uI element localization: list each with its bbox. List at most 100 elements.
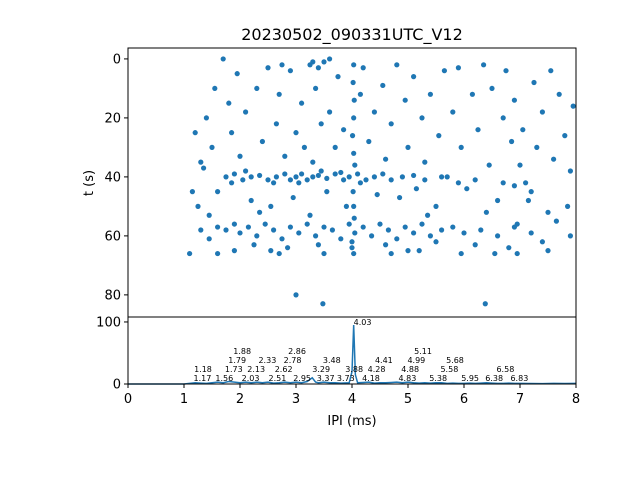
scatter-point [360, 224, 366, 230]
scatter-point [357, 180, 363, 186]
scatter-point [534, 144, 540, 151]
scatter-point [388, 250, 394, 257]
peak-label: 4.99 [407, 356, 425, 365]
scatter-point [327, 56, 333, 62]
scatter-point [226, 100, 232, 106]
peak-label: 4.88 [401, 365, 419, 374]
scatter-point [318, 168, 324, 174]
top-y-axis-label: t (s) [82, 170, 97, 196]
scatter-point [243, 109, 249, 115]
scatter-point [427, 233, 433, 239]
scatter-point [215, 224, 221, 230]
x-tick-label: 6 [460, 392, 468, 407]
scatter-point [268, 248, 274, 254]
scatter-point [192, 130, 198, 136]
scatter-point [287, 68, 293, 74]
scatter-point [427, 91, 433, 97]
scatter-point [385, 227, 391, 233]
scatter-point [402, 97, 408, 103]
scatter-point [215, 189, 221, 195]
scatter-point [469, 91, 475, 97]
scatter-point [310, 159, 316, 165]
scatter-point [248, 197, 254, 204]
scatter-point [351, 150, 357, 156]
scatter-point [310, 59, 316, 65]
peak-label: 2.95 [293, 374, 311, 383]
x-tick-label: 4 [348, 392, 356, 407]
scatter-point [495, 233, 501, 239]
scatter-point [231, 248, 237, 254]
scatter-point [223, 174, 229, 180]
scatter-point [483, 209, 489, 215]
scatter-point [472, 242, 478, 248]
y-tick-label: 0 [113, 378, 121, 393]
scatter-point [439, 227, 445, 233]
scatter-point [371, 174, 377, 180]
scatter-point [240, 177, 246, 183]
scatter-point [551, 156, 557, 162]
scatter-point [293, 292, 299, 298]
scatter-point [279, 62, 285, 68]
scatter-point [433, 203, 439, 209]
scatter-point [327, 109, 333, 115]
scatter-point [273, 174, 279, 180]
scatter-point [402, 224, 408, 230]
scatter-point [567, 168, 574, 174]
scatter-point [318, 121, 324, 127]
scatter-point [304, 177, 310, 183]
scatter-point [341, 127, 347, 133]
peak-label: 1.79 [228, 356, 246, 365]
scatter-point [209, 144, 215, 151]
scatter-point [481, 62, 487, 68]
scatter-point [338, 169, 344, 176]
scatter-point [279, 236, 285, 242]
scatter-point [458, 250, 464, 257]
scatter-point [321, 250, 327, 257]
scatter-point [351, 115, 357, 121]
scatter-point [383, 242, 389, 248]
scatter-point [411, 230, 417, 236]
peak-label: 3.29 [312, 365, 330, 374]
peak-label: 5.11 [414, 347, 432, 356]
scatter-point [553, 218, 560, 224]
scatter-point [405, 248, 411, 254]
scatter-point [509, 138, 515, 145]
scatter-point [436, 133, 442, 139]
scatter-point [556, 91, 562, 97]
scatter-point [231, 171, 237, 177]
scatter-point [332, 144, 338, 151]
scatter-point [338, 236, 344, 242]
scatter-point [374, 191, 380, 198]
scatter-point [567, 233, 574, 239]
scatter-point [245, 224, 251, 230]
scatter-point [388, 121, 394, 127]
scatter-point [315, 65, 321, 71]
scatter-point [517, 162, 523, 168]
x-tick-label: 7 [516, 392, 524, 407]
scatter-point [315, 242, 321, 248]
peak-label: 6.83 [510, 374, 528, 383]
scatter-point [433, 239, 439, 245]
scatter-point [349, 133, 356, 139]
scatter-point [285, 245, 291, 251]
scatter-point [464, 186, 470, 192]
scatter-point [419, 221, 425, 227]
scatter-point [296, 230, 302, 236]
scatter-point [366, 138, 372, 145]
scatter-point [475, 127, 481, 133]
peak-label: 2.86 [288, 347, 306, 356]
scatter-point [531, 79, 537, 86]
scatter-point [198, 227, 204, 233]
scatter-point [439, 174, 445, 180]
peak-label: 1.56 [215, 374, 233, 383]
x-tick-label: 3 [292, 392, 300, 407]
peak-label: 5.95 [461, 374, 479, 383]
scatter-point [332, 171, 338, 177]
scatter-axes: 0 20 40 60 80 [104, 47, 577, 318]
scatter-point [397, 194, 403, 201]
scatter-point [394, 62, 400, 68]
scatter-point [329, 227, 335, 233]
scatter-point [380, 171, 386, 177]
peak-label: 3.48 [323, 356, 341, 365]
